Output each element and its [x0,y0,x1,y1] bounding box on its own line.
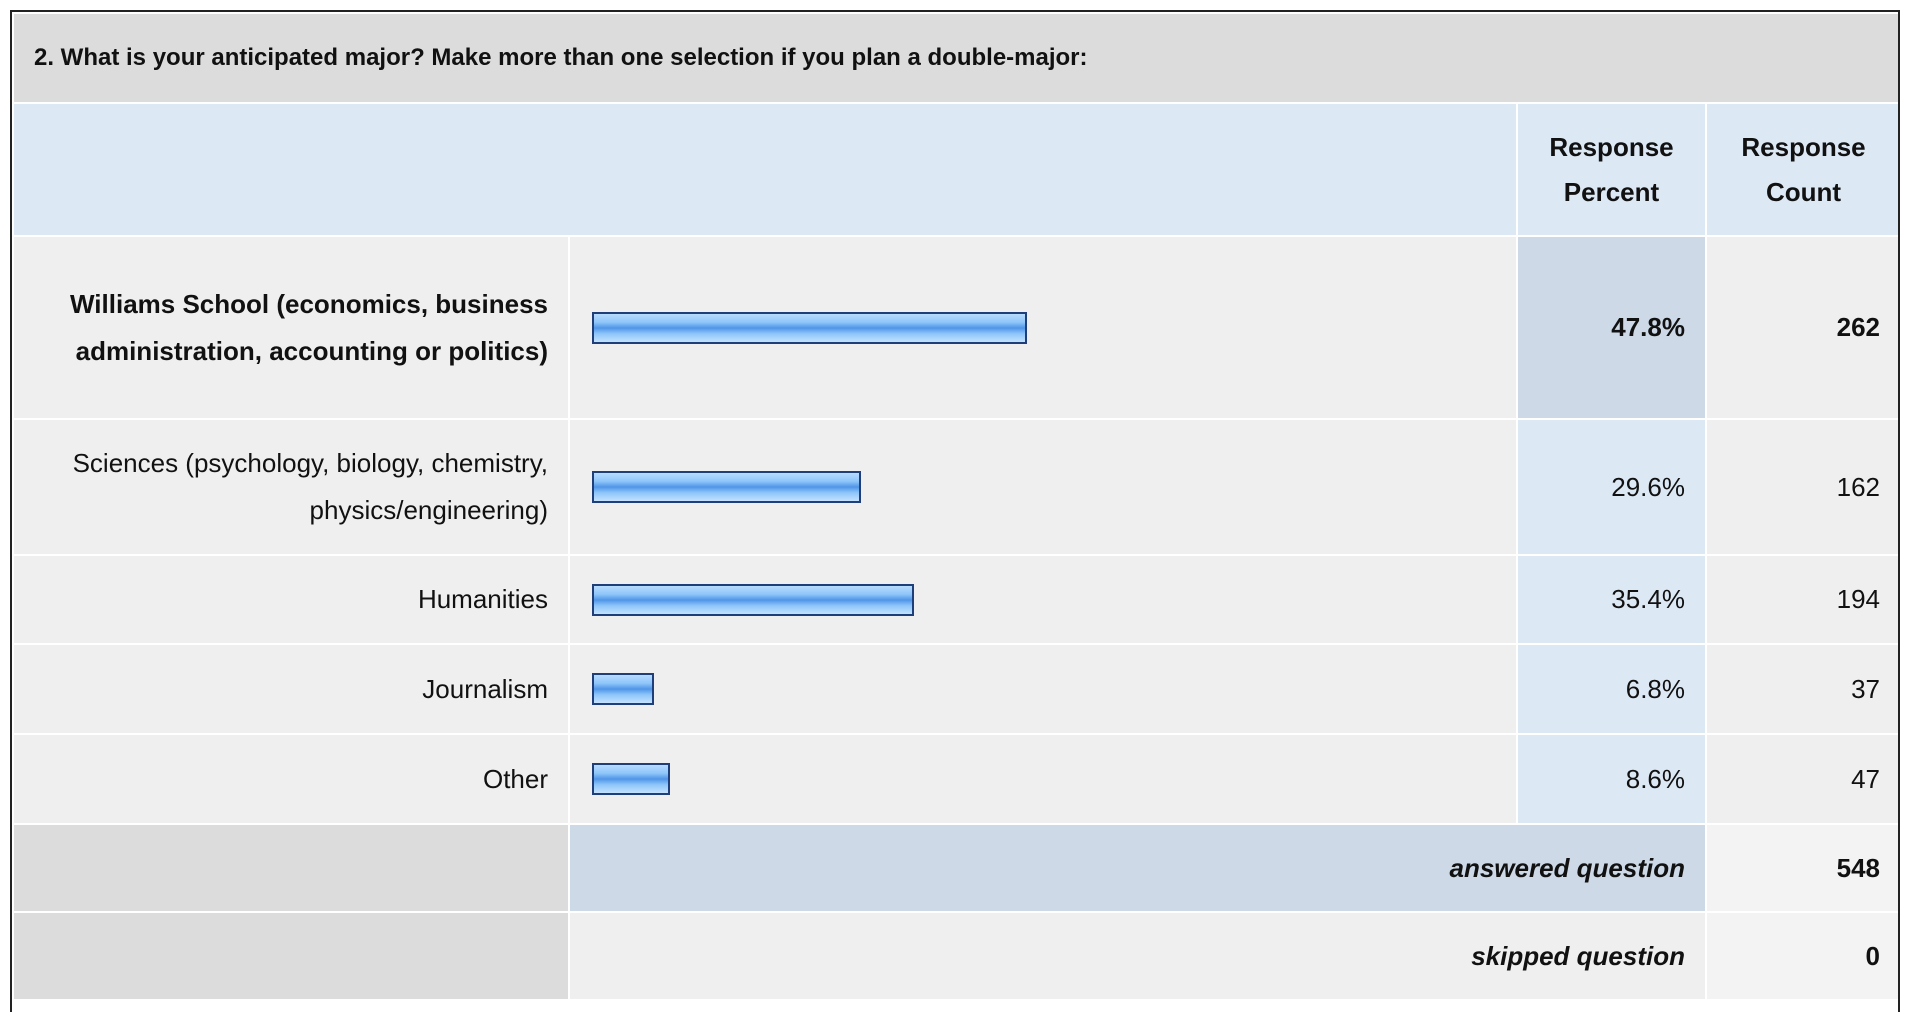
summary-label: skipped question [568,911,1707,1001]
answer-label: Humanities [12,554,570,645]
response-percent: 35.4% [1516,554,1707,645]
answer-label: Other [12,733,570,825]
summary-blank [12,911,570,1001]
answer-label: Journalism [12,643,570,735]
response-percent: 47.8% [1516,235,1707,420]
bar [592,471,862,503]
response-percent: 29.6% [1516,418,1707,556]
answer-row: Sciences (psychology, biology, chemistry… [12,418,1898,556]
header-blank [12,102,1518,237]
question-title: 2. What is your anticipated major? Make … [12,12,1898,104]
bar-cell [568,733,1518,825]
answer-row: Williams School (economics, business adm… [12,235,1898,420]
summary-row: answered question 548 [12,823,1898,913]
bar-cell [568,643,1518,735]
response-count: 162 [1704,418,1898,556]
bar [592,673,654,705]
header-count: Response Count [1704,102,1898,237]
response-count: 262 [1704,235,1898,420]
response-count: 47 [1704,733,1898,825]
bar [592,763,671,795]
survey-panel: 2. What is your anticipated major? Make … [10,10,1900,1012]
response-percent: 8.6% [1516,733,1707,825]
summary-value: 0 [1704,911,1898,1001]
results-table: 2. What is your anticipated major? Make … [12,12,1898,1001]
summary-row: skipped question 0 [12,911,1898,1001]
summary-value: 548 [1704,823,1898,913]
answer-row: Humanities 35.4% 194 [12,554,1898,645]
answer-row: Other 8.6% 47 [12,733,1898,825]
summary-blank [12,823,570,913]
bar [592,583,915,616]
answer-label: Williams School (economics, business adm… [12,235,570,420]
summary-label: answered question [568,823,1707,913]
header-percent: Response Percent [1516,102,1707,237]
bar [592,311,1027,344]
response-count: 194 [1704,554,1898,645]
bar-cell [568,554,1518,645]
answer-label: Sciences (psychology, biology, chemistry… [12,418,570,556]
response-percent: 6.8% [1516,643,1707,735]
answer-row: Journalism 6.8% 37 [12,643,1898,735]
bar-cell [568,418,1518,556]
response-count: 37 [1704,643,1898,735]
bar-cell [568,235,1518,420]
